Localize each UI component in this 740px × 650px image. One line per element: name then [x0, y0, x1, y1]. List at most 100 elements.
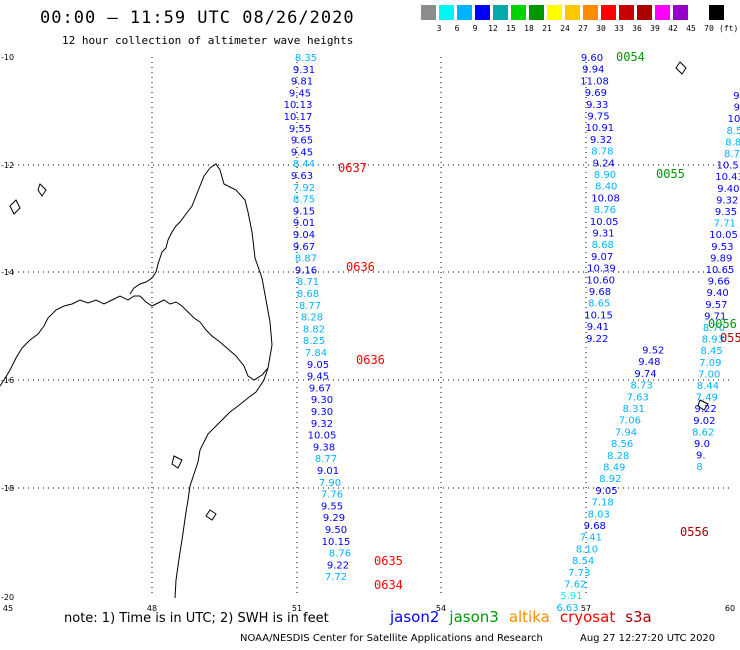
swh-value: 8.70: [703, 323, 725, 334]
pass-time-label: 055: [720, 331, 740, 345]
swh-value: 9.01: [293, 218, 315, 229]
swh-value: 9.48: [638, 357, 660, 368]
swh-value: 8.82: [303, 324, 325, 335]
swh-value: 9.33: [586, 100, 608, 111]
colorbar-swatch: [529, 5, 544, 20]
colorbar-label: 9: [472, 24, 478, 33]
swh-value: 8.25: [303, 336, 325, 347]
swh-value: 8.65: [588, 299, 610, 310]
lon-tick-label: 51: [292, 604, 302, 613]
swh-value: 9.45: [289, 88, 311, 99]
swh-value: 7.76: [321, 490, 343, 501]
colorbar-swatch: [547, 5, 562, 20]
coastline-islet-2: [37, 183, 47, 197]
swh-value: 9.38: [313, 442, 335, 453]
pass-time-label: 0056: [708, 317, 737, 331]
swh-value: 9.63: [291, 171, 313, 182]
swh-value: 7.92: [293, 183, 315, 194]
lon-tick-label: 54: [436, 604, 446, 613]
timestamp-text: Aug 27 12:27:20 UTC 2020: [580, 633, 716, 644]
swh-value: 8.76: [594, 205, 616, 216]
map-title: 00:00 – 11:59 UTC 08/26/2020: [40, 8, 355, 28]
swh-value: 8.49: [603, 463, 625, 474]
swh-value: 9.57: [705, 300, 727, 311]
lon-tick-label: 48: [147, 604, 157, 613]
swh-value: 7.73: [568, 568, 590, 579]
swh-value: 8.75: [293, 195, 315, 206]
swh-value: 9.66: [708, 277, 730, 288]
colorbar-label: 24: [560, 24, 570, 33]
swh-value: 10.51: [716, 161, 740, 172]
colorbar-swatch: [421, 5, 436, 20]
swh-value: 10.05: [308, 431, 337, 442]
swh-value: 9.29: [323, 513, 345, 524]
swh-value: 9.16: [295, 265, 317, 276]
colorbar-label: 21: [542, 24, 552, 33]
swh-value: 10.17: [284, 112, 313, 123]
pass-time-label: 0054: [616, 50, 645, 64]
colorbar-swatch: [475, 5, 490, 20]
swh-value: 10.60: [586, 275, 615, 286]
swh-value: 9.02: [693, 416, 715, 427]
colorbar-label: 39: [650, 24, 660, 33]
swh-value: 9: [734, 103, 740, 114]
map-subtitle: 12 hour collection of altimeter wave hei…: [62, 34, 354, 47]
colorbar-swatch: [691, 5, 706, 20]
swh-value: 8.45: [700, 346, 722, 357]
swh-value: 9.40: [706, 288, 728, 299]
swh-value: 9.65: [291, 136, 313, 147]
swh-value: 7.18: [591, 498, 613, 509]
swh-value: 10.08: [591, 193, 620, 204]
swh-value: 8.54: [572, 556, 594, 567]
swh-value: 8.28: [301, 313, 323, 324]
swh-value: 8.03: [588, 509, 610, 520]
swh-value: 9.05: [307, 360, 329, 371]
swh-value: 8.35: [295, 53, 317, 64]
colorbar-swatch: [457, 5, 472, 20]
pass-time-label: 0637: [338, 161, 367, 175]
swh-value: 7.71: [714, 219, 736, 230]
colorbar-swatch: [439, 5, 454, 20]
coastline-islet-6: [697, 399, 709, 411]
swh-value: 10.39: [587, 264, 616, 275]
colorbar-label: 18: [524, 24, 534, 33]
swh-value: 9.22: [586, 334, 608, 345]
swh-value: 8.93: [702, 335, 724, 346]
swh-value: 9.31: [293, 65, 315, 76]
lat-tick-label: -16: [1, 376, 14, 385]
swh-value: 9.67: [293, 242, 315, 253]
swh-value: 9.05: [595, 486, 617, 497]
legend-item-jason3: jason3: [449, 608, 499, 626]
swh-value: 9.04: [293, 230, 315, 241]
coastline-east: [174, 367, 269, 599]
swh-value: 9.35: [715, 207, 737, 218]
colorbar-swatch: [619, 5, 634, 20]
swh-value: 7.09: [699, 358, 721, 369]
swh-value: 9.52: [642, 346, 664, 357]
colorbar-swatch: [601, 5, 616, 20]
coastline-islet-3: [171, 455, 183, 469]
swh-value: 7.49: [696, 393, 718, 404]
lat-lon-grid: [8, 57, 730, 597]
swh-value: 9.89: [710, 253, 732, 264]
swh-value: 7.62: [564, 580, 586, 591]
swh-value: 9.67: [309, 383, 331, 394]
swh-value: 9.24: [593, 158, 615, 169]
satellite-legend: jason2 jason3 altika cryosat s3a: [390, 608, 662, 626]
swh-value: 7.94: [615, 427, 637, 438]
swh-value: 8.76: [329, 549, 351, 560]
swh-value: 8.78: [591, 147, 613, 158]
colorbar-swatch: [511, 5, 526, 20]
colorbar-label: 3: [436, 24, 442, 33]
swh-value: 9.41: [587, 322, 609, 333]
colorbar-swatch: [493, 5, 508, 20]
pass-time-label: 0636: [346, 260, 375, 274]
swh-value: 8: [696, 462, 702, 473]
swh-value: 9.: [733, 91, 740, 102]
pass-time-label: 0556: [680, 525, 709, 539]
swh-value: 9.55: [289, 124, 311, 135]
swh-value: 9.68: [584, 521, 606, 532]
lat-tick-label: -12: [1, 161, 14, 170]
legend-item-cryosat: cryosat: [559, 608, 616, 626]
